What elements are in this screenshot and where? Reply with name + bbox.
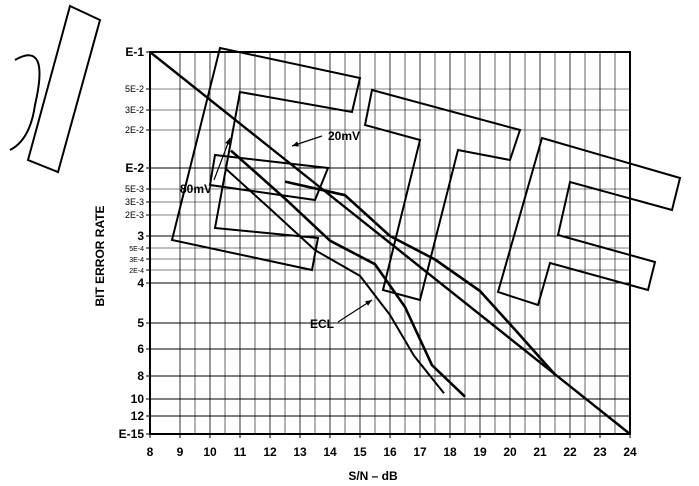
x-tick-label: 16 [383,445,397,459]
x-tick-label: 13 [293,445,307,459]
y-tick-label: 5E-3 [125,184,144,194]
series-line [284,180,556,376]
x-tick-label: 21 [533,445,547,459]
x-tick-label: 17 [413,445,427,459]
y-tick-label: 5E-2 [125,84,144,94]
annotation-arrowhead [365,300,372,306]
annotation-arrowhead [225,138,231,145]
y-tick-label: 3E-3 [125,197,144,207]
series-line [230,149,466,398]
annotation-arrowhead [292,141,299,147]
annotation-leader [213,137,231,181]
y-tick-label: 12 [131,409,145,423]
y-tick-label: 2E-4 [129,268,144,275]
grid [150,52,630,434]
y-tick-label: E-2 [125,161,144,175]
y-tick-label: 5 [137,316,144,330]
y-tick-label: 10 [131,392,145,406]
x-tick-label: 11 [234,445,247,459]
x-tick-label: 14 [323,445,337,459]
series-group [149,51,631,435]
tick-labels: 8 9 10 11 12 13 14 15 16 17 18 19 20 21 22 23 24E-15E-23… [119,45,637,459]
x-tick-label: 24 [623,445,637,459]
series-line [224,167,445,394]
x-tick-label: 19 [473,445,487,459]
y-tick-label: 8 [137,369,144,383]
y-tick-label: E-1 [125,45,144,59]
annotation-leader [337,299,373,323]
x-tick-label: 23 [593,445,607,459]
x-tick-label: 22 [563,445,577,459]
x-tick-label: 18 [443,445,457,459]
annotation-label: 80mV [180,182,212,196]
y-tick-label: 2E-3 [125,210,144,220]
x-tick-label: 15 [353,445,367,459]
x-tick-label: 9 [177,445,184,459]
y-axis-title: BIT ERROR RATE [93,205,107,306]
y-tick-label: 2E-2 [125,125,144,135]
y-tick-label: 6 [137,342,144,356]
y-tick-label: 3 [137,229,144,243]
x-tick-label: 20 [503,445,517,459]
y-tick-label: 5E-4 [129,246,144,253]
y-tick-label: 3E-2 [125,105,144,115]
x-tick-label: 12 [263,445,277,459]
x-tick-label: 8 [147,445,154,459]
y-tick-label: 4 [137,276,144,290]
x-axis-title: S/N – dB [348,469,398,483]
x-tick-label: 10 [203,445,217,459]
annotation-label: ECL [310,317,334,331]
y-tick-label: 3E-4 [129,257,144,264]
annotation-label: 20mV [328,129,360,143]
y-tick-label: E-15 [119,427,145,441]
annotations: 20mV 80mV ECL [180,129,373,331]
